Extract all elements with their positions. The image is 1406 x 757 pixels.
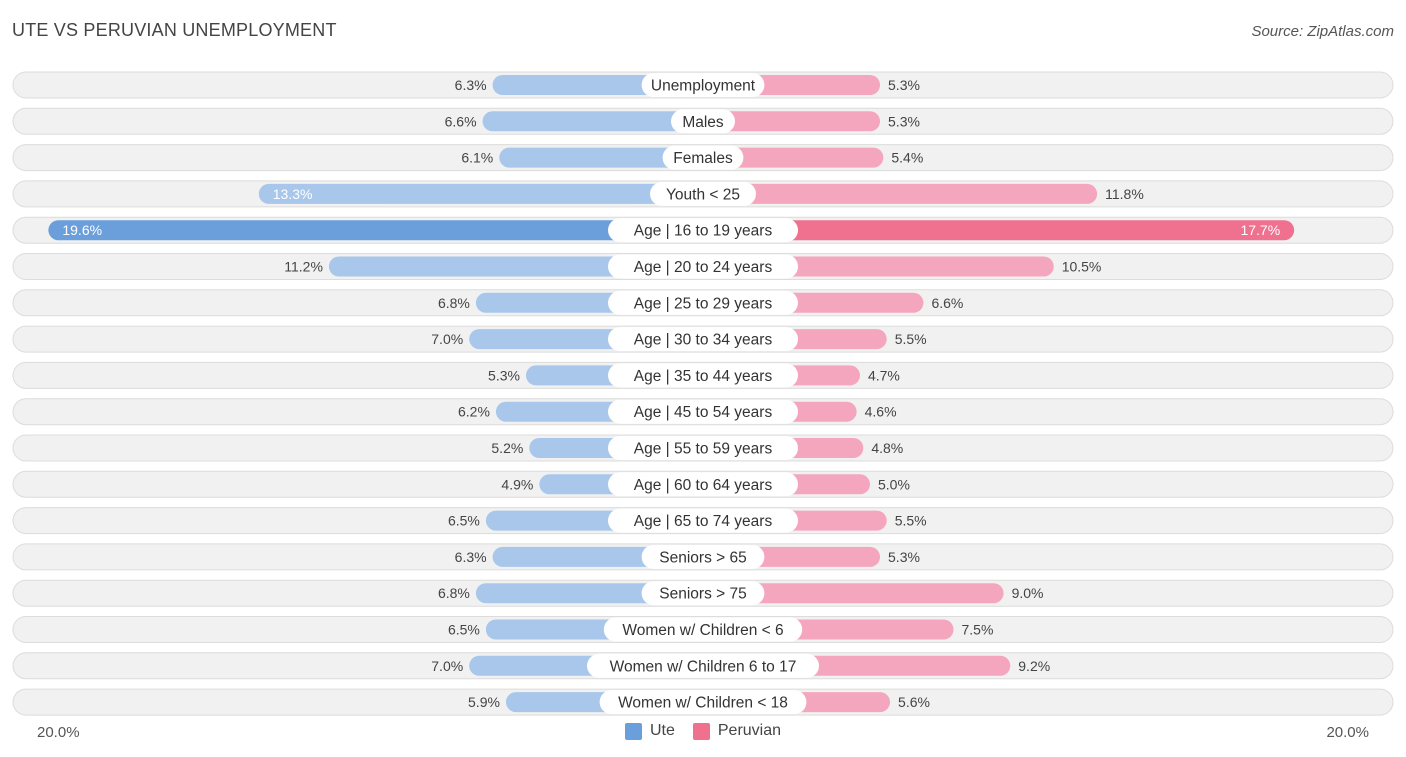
value-label-ute: 6.8% — [438, 585, 470, 601]
category-label: Age | 35 to 44 years — [634, 368, 773, 385]
value-label-peruvian: 9.0% — [1012, 585, 1044, 601]
value-label-peruvian: 5.0% — [878, 476, 910, 492]
chart-source: Source: ZipAtlas.com — [1251, 23, 1394, 40]
category-label: Seniors > 65 — [659, 549, 746, 566]
value-label-ute: 6.5% — [448, 622, 480, 638]
category-label-bg — [608, 363, 798, 388]
value-label-ute: 6.8% — [438, 295, 470, 311]
category-label-bg — [587, 653, 819, 678]
category-label: Males — [682, 114, 724, 131]
category-label-bg — [641, 581, 765, 606]
category-label-bg — [671, 109, 735, 134]
category-label: Women w/ Children 6 to 17 — [610, 658, 797, 675]
value-label-peruvian: 4.7% — [868, 367, 900, 383]
category-label: Females — [673, 150, 733, 167]
value-label-peruvian: 6.6% — [931, 295, 963, 311]
value-label-ute: 19.6% — [62, 222, 102, 238]
category-label: Age | 55 to 59 years — [634, 441, 773, 458]
value-label-peruvian: 9.2% — [1018, 658, 1050, 674]
category-label: Women w/ Children < 6 — [622, 622, 783, 639]
value-label-peruvian: 10.5% — [1062, 259, 1102, 275]
legend-label-peruvian: Peruvian — [717, 722, 782, 739]
axis-label-left: 20.0% — [37, 724, 80, 741]
legend: Ute Peruvian — [0, 722, 1406, 740]
category-label-bg — [608, 472, 798, 497]
value-label-ute: 6.2% — [458, 404, 490, 420]
category-label-bg — [608, 399, 798, 424]
category-label: Age | 30 to 34 years — [634, 332, 773, 349]
value-label-peruvian: 17.7% — [1240, 222, 1280, 238]
bar-peruvian — [703, 183, 1098, 204]
value-label-ute: 11.2% — [284, 259, 323, 275]
value-label-peruvian: 5.6% — [898, 694, 930, 710]
axis-label-right: 20.0% — [1326, 724, 1369, 741]
category-label-bg — [603, 617, 803, 642]
category-label-bg — [608, 290, 798, 315]
value-label-peruvian: 5.5% — [895, 513, 927, 529]
category-label-bg — [608, 508, 798, 533]
bar-peruvian — [703, 220, 1295, 241]
value-label-ute: 6.5% — [448, 513, 480, 529]
legend-item-ute: Ute — [624, 722, 675, 740]
value-label-ute: 13.3% — [273, 186, 313, 202]
bar-ute — [499, 147, 703, 168]
legend-swatch-ute — [624, 722, 642, 740]
category-label: Women w/ Children < 18 — [618, 695, 788, 712]
category-label: Youth < 25 — [666, 186, 740, 203]
category-label-bg — [599, 690, 807, 715]
value-label-peruvian: 5.3% — [888, 77, 920, 93]
category-label: Age | 25 to 29 years — [634, 295, 773, 312]
category-label: Age | 45 to 54 years — [634, 404, 773, 421]
value-label-ute: 7.0% — [431, 331, 463, 347]
legend-swatch-peruvian — [692, 722, 710, 740]
value-label-ute: 5.3% — [488, 367, 520, 383]
legend-item-peruvian: Peruvian — [692, 722, 782, 740]
category-label: Age | 60 to 64 years — [634, 477, 773, 494]
value-label-ute: 6.3% — [455, 549, 487, 565]
category-label-bg — [662, 145, 744, 170]
category-label: Age | 65 to 74 years — [634, 513, 773, 530]
value-label-ute: 6.3% — [455, 77, 487, 93]
value-label-peruvian: 4.8% — [871, 440, 903, 456]
value-label-ute: 5.9% — [468, 694, 500, 710]
bar-ute — [482, 111, 703, 132]
value-label-ute: 4.9% — [501, 476, 533, 492]
category-label-bg — [608, 436, 798, 460]
bar-peruvian — [703, 583, 1004, 604]
category-label-bg — [608, 254, 798, 279]
value-label-peruvian: 5.4% — [891, 150, 923, 166]
value-label-peruvian: 11.8% — [1105, 186, 1144, 202]
category-label: Seniors > 75 — [659, 586, 746, 603]
value-label-peruvian: 5.5% — [895, 331, 927, 347]
value-label-ute: 6.6% — [445, 113, 477, 129]
value-label-peruvian: 4.6% — [865, 404, 897, 420]
category-label: Age | 20 to 24 years — [634, 259, 773, 276]
category-label-bg — [641, 73, 765, 97]
value-label-peruvian: 7.5% — [962, 622, 994, 638]
category-label: Unemployment — [651, 78, 756, 95]
bar-ute — [48, 220, 704, 241]
category-label: Age | 16 to 19 years — [634, 223, 773, 240]
chart-title: UTE VS PERUVIAN UNEMPLOYMENT — [12, 20, 337, 40]
legend-label-ute: Ute — [649, 722, 675, 739]
value-label-ute: 6.1% — [461, 150, 493, 166]
value-label-ute: 5.2% — [491, 440, 523, 456]
value-label-peruvian: 5.3% — [888, 113, 920, 129]
bar-peruvian — [703, 147, 884, 168]
bar-peruvian — [703, 111, 881, 132]
category-label-bg — [608, 218, 798, 243]
category-label-bg — [641, 544, 765, 569]
category-label-bg — [608, 327, 798, 352]
chart-svg: 6.3% 5.3% Unemployment 6.6% 5.3% Males 6.1% 5.4… — [12, 71, 1394, 716]
bar-ute — [258, 183, 703, 204]
value-label-peruvian: 5.3% — [888, 549, 920, 565]
category-label-bg — [650, 181, 756, 206]
value-label-ute: 7.0% — [431, 658, 463, 674]
